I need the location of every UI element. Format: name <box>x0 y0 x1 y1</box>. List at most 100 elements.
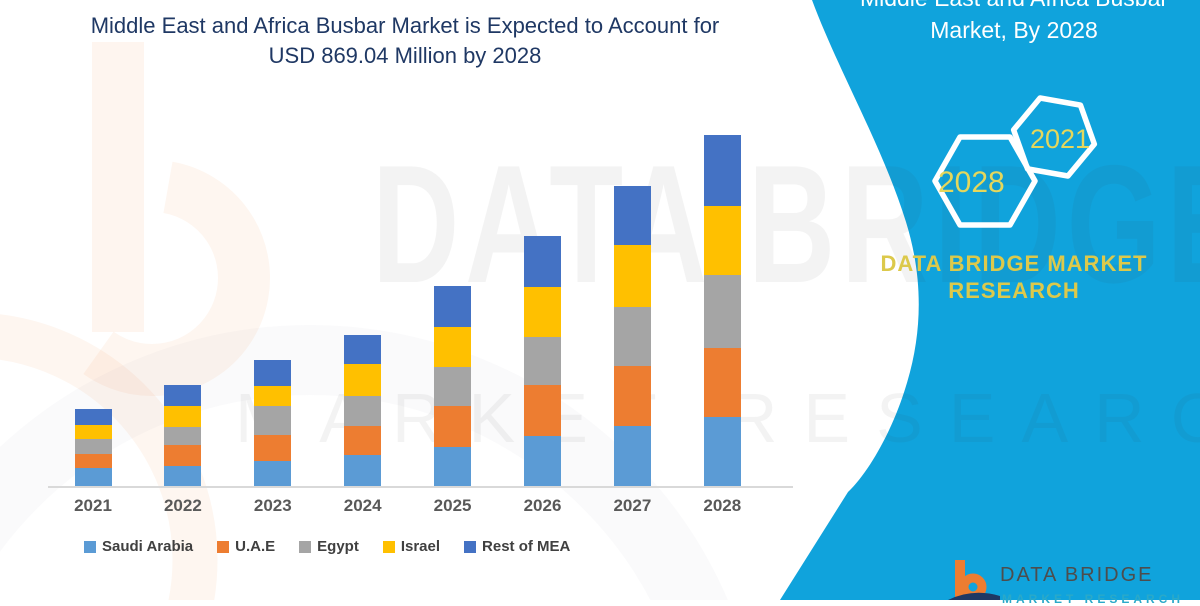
x-axis-line <box>48 486 793 488</box>
bar-segment-2028-Israel <box>703 206 741 276</box>
stacked-bar-chart: Middle East and Africa Busbar Market is … <box>48 11 793 555</box>
x-axis-label-2021: 2021 <box>74 496 112 515</box>
bar-segment-2027-Israel <box>613 245 651 308</box>
side-panel-brand-line2: RESEARCH <box>948 278 1080 303</box>
bar-segment-2021-Israel <box>74 424 112 439</box>
legend-label: Egypt <box>317 538 359 555</box>
side-panel-brand-text: DATA BRIDGE MARKET RESEARCH <box>834 250 1194 304</box>
bar-2022 <box>164 385 202 486</box>
footer-logo-b-icon <box>948 560 1000 600</box>
legend-label: Israel <box>400 538 441 555</box>
hexagon-2028 <box>932 134 1038 228</box>
bar-segment-2025-Saudi Arabia <box>434 446 472 486</box>
bar-segment-2024-Egypt <box>344 395 382 426</box>
bar-2028 <box>703 134 741 486</box>
hexagon-year-2028: 2028 <box>938 166 1005 199</box>
bar-segment-2024-Saudi Arabia <box>344 454 382 486</box>
bar-segment-2021-U.A.E <box>74 453 112 469</box>
x-axis-label-2028: 2028 <box>703 496 742 515</box>
legend-item-Rest of MEA: Rest of MEA <box>464 538 570 555</box>
bar-segment-2028-Saudi Arabia <box>703 416 741 486</box>
bar-2026 <box>524 235 561 486</box>
watermark-arc-gray <box>0 325 728 600</box>
bar-segment-2022-Israel <box>164 406 202 427</box>
bar-2024 <box>344 334 382 486</box>
bar-segment-2026-Saudi Arabia <box>524 435 561 486</box>
bar-segment-2027-Rest of MEA <box>613 185 651 246</box>
footer-sub-text: MARKET RESEARCH <box>1002 592 1185 606</box>
side-panel: Middle East and Africa Busbar Market, By… <box>828 0 1200 600</box>
legend-item-Saudi Arabia: Saudi Arabia <box>84 538 193 555</box>
hexagon-year-2021: 2021 <box>1030 124 1091 154</box>
hexagon-2021 <box>1010 95 1098 179</box>
bar-segment-2024-Rest of MEA <box>344 334 382 364</box>
chart-title: Middle East and Africa Busbar Market is … <box>55 11 755 71</box>
x-axis-label-2025: 2025 <box>433 496 472 515</box>
legend-swatch-icon <box>217 540 230 553</box>
bar-segment-2022-Egypt <box>164 426 202 446</box>
bar-segment-2026-Israel <box>524 286 561 337</box>
legend-item-U.A.E: U.A.E <box>217 538 275 555</box>
bar-segment-2027-Saudi Arabia <box>613 426 651 486</box>
legend-item-Israel: Israel <box>382 538 441 555</box>
legend-label: Rest of MEA <box>482 538 571 555</box>
bar-segment-2028-Rest of MEA <box>703 134 741 207</box>
bar-segment-2021-Saudi Arabia <box>74 468 112 486</box>
x-axis-label-2024: 2024 <box>343 496 382 515</box>
hexagons-graphic <box>932 95 1098 228</box>
bar-segment-2025-Israel <box>434 326 472 367</box>
watermark-arc-orange <box>0 314 218 600</box>
bar-segment-2021-Egypt <box>74 438 112 454</box>
bar-segment-2027-U.A.E <box>613 366 651 427</box>
bar-segment-2022-U.A.E <box>164 445 202 466</box>
bar-segment-2022-Saudi Arabia <box>164 465 202 486</box>
side-panel-heading: Middle East and Africa Busbar Market, By… <box>838 0 1190 46</box>
watermark-b-bowl <box>34 160 270 396</box>
x-axis-label-2026: 2026 <box>523 496 562 515</box>
bar-segment-2025-U.A.E <box>434 406 472 447</box>
footer-logo: DATA BRIDGE MARKET RESEARCH <box>940 558 1200 606</box>
bar-segment-2027-Egypt <box>613 307 651 367</box>
bar-segment-2023-U.A.E <box>254 435 292 461</box>
chart-title-line2: USD 869.04 Million by 2028 <box>268 43 542 68</box>
bar-segment-2023-Saudi Arabia <box>254 461 292 486</box>
footer-logo-swoosh <box>948 592 1000 600</box>
side-panel-heading-line1: Middle East and Africa Busbar <box>838 0 1190 14</box>
bar-2025 <box>434 286 472 486</box>
bar-segment-2023-Israel <box>254 385 292 407</box>
x-axis-label-2023: 2023 <box>253 496 292 515</box>
bar-segment-2026-Rest of MEA <box>524 235 561 287</box>
bar-segment-2028-U.A.E <box>703 347 741 417</box>
bar-segment-2021-Rest of MEA <box>74 408 112 425</box>
bar-segment-2024-U.A.E <box>344 425 382 455</box>
side-panel-brand-line1: DATA BRIDGE MARKET <box>880 251 1148 276</box>
chart-title-line1: Middle East and Africa Busbar Market is … <box>90 13 720 38</box>
x-axis-label-2022: 2022 <box>163 496 202 515</box>
side-panel-heading-line2: Market, By 2028 <box>930 17 1098 43</box>
side-panel-shape <box>780 0 1200 600</box>
bar-segment-2026-U.A.E <box>524 385 561 436</box>
bar-segment-2023-Egypt <box>254 406 292 436</box>
bar-segment-2026-Egypt <box>524 336 561 386</box>
bar-segment-2028-Egypt <box>703 275 741 348</box>
legend-swatch-icon <box>464 540 477 553</box>
legend-label: U.A.E <box>235 538 276 555</box>
bar-2021 <box>74 408 112 486</box>
watermark-b-stem <box>92 42 144 332</box>
legend-label: Saudi Arabia <box>102 538 194 555</box>
bar-segment-2025-Egypt <box>434 366 472 407</box>
bar-segment-2024-Israel <box>344 363 382 396</box>
bar-segment-2022-Rest of MEA <box>164 385 202 407</box>
bar-segment-2023-Rest of MEA <box>254 360 292 386</box>
bar-2027 <box>613 185 651 486</box>
legend-swatch-icon <box>299 540 312 553</box>
bar-segment-2025-Rest of MEA <box>434 286 472 327</box>
legend-item-Egypt: Egypt <box>299 538 359 555</box>
legend-swatch-icon <box>382 540 395 553</box>
footer-brand-text: DATA BRIDGE <box>1000 564 1154 586</box>
chart-legend: Saudi Arabia U.A.E Egypt Israel Rest of MEA <box>84 538 570 555</box>
legend-swatch-icon <box>84 540 96 553</box>
x-axis-label-2027: 2027 <box>613 496 652 515</box>
